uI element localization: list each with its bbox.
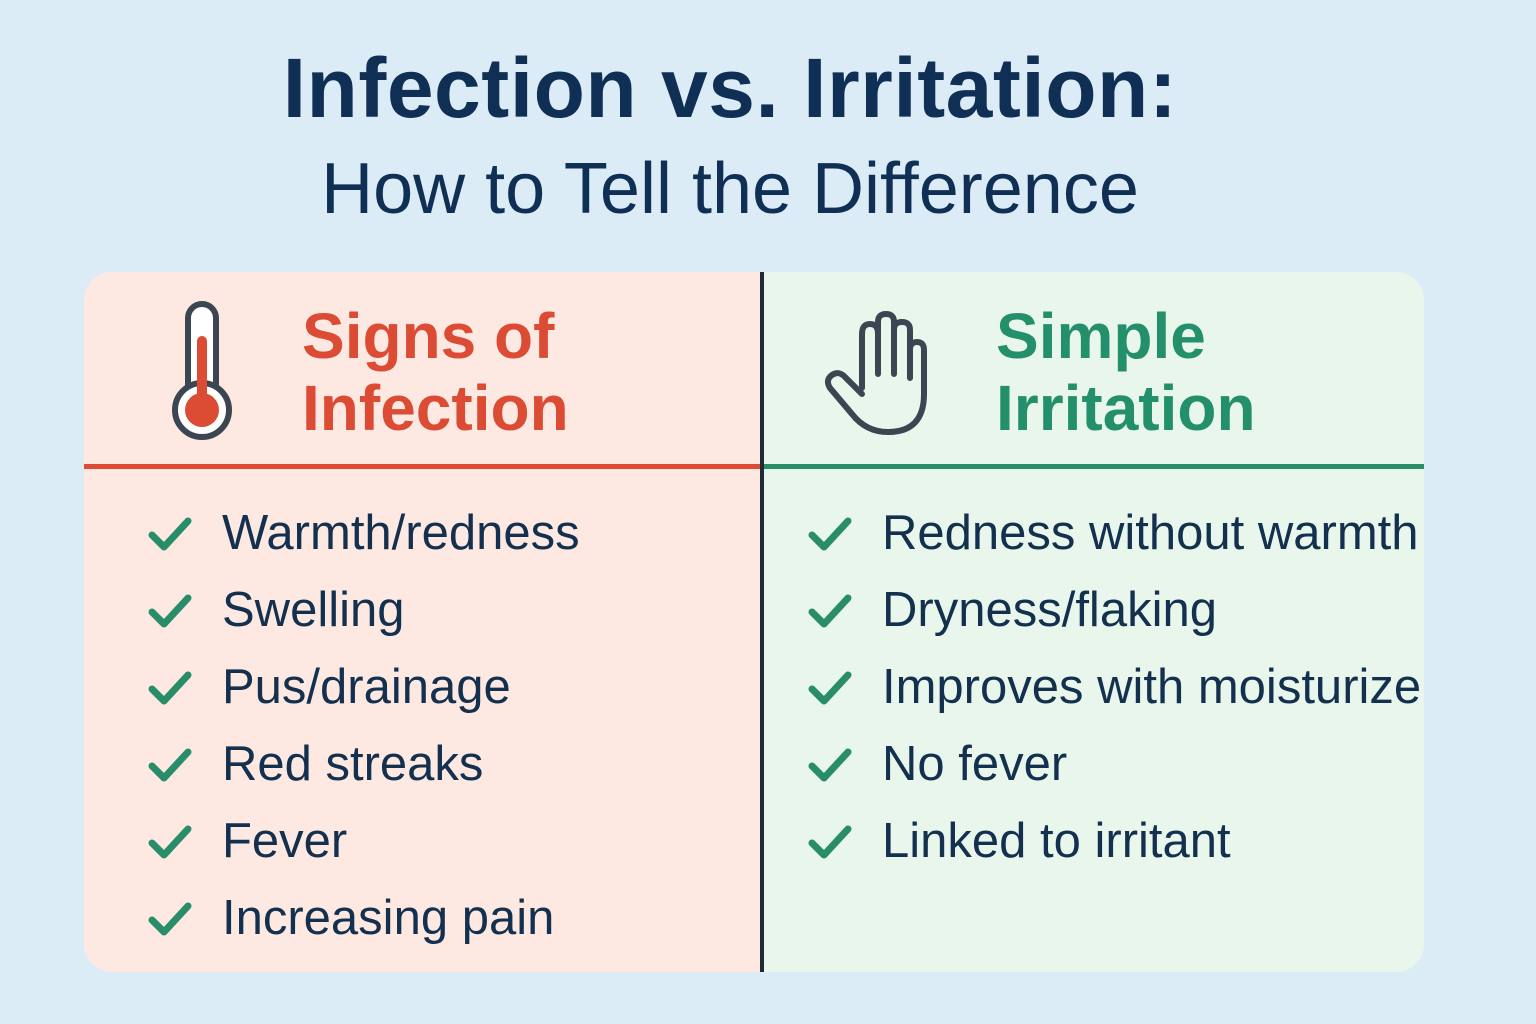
irritation-column [762, 272, 1424, 972]
irritation-heading-line1: Simple [996, 300, 1206, 372]
list-item-label: Linked to irritant [882, 813, 1231, 868]
irritation-divider-line [764, 464, 1424, 469]
check-icon [148, 671, 192, 704]
check-icon [148, 517, 192, 550]
infection-list: Warmth/redness Swelling Pus/drainage Red… [146, 494, 580, 956]
infection-heading-line1: Signs of [302, 300, 555, 372]
irritation-heading: Simple Irritation [996, 300, 1256, 444]
hand-icon [824, 311, 927, 435]
list-item-label: Dryness/flaking [882, 582, 1217, 637]
irritation-list: Redness without warmth Dryness/flaking I… [806, 494, 1424, 879]
page-title: Infection vs. Irritation: [282, 41, 1178, 135]
column-divider [760, 272, 764, 972]
list-item-label: Swelling [222, 582, 405, 637]
list-item: Redness without warmth [806, 494, 1424, 571]
comparison-panel: Signs of Infection Warmth/redness Swelli… [84, 272, 1424, 972]
list-item: Fever [146, 802, 580, 879]
irritation-heading-line2: Irritation [996, 372, 1256, 444]
list-item: Linked to irritant [806, 802, 1424, 879]
list-item-label: Fever [222, 813, 348, 868]
thermometer-icon [172, 301, 232, 440]
check-icon [148, 594, 192, 627]
check-icon [808, 594, 852, 627]
list-item: Dryness/flaking [806, 571, 1424, 648]
list-item: Red streaks [146, 725, 580, 802]
check-icon [148, 902, 192, 935]
list-item-label: Improves with moisturizer [882, 659, 1424, 714]
infection-heading: Signs of Infection [302, 300, 569, 444]
list-item-label: Pus/drainage [222, 659, 511, 714]
list-item-label: Warmth/redness [222, 505, 580, 560]
list-item-label: Redness without warmth [882, 505, 1419, 560]
check-icon [808, 671, 852, 704]
list-item-label: No fever [882, 736, 1068, 791]
page-subtitle: How to Tell the Difference [321, 149, 1139, 229]
check-icon [148, 825, 192, 858]
list-item: Increasing pain [146, 879, 580, 956]
list-item: Improves with moisturizer [806, 648, 1424, 725]
list-item: Pus/drainage [146, 648, 580, 725]
check-icon [808, 748, 852, 781]
list-item: Warmth/redness [146, 494, 580, 571]
list-item: Swelling [146, 571, 580, 648]
infection-heading-line2: Infection [302, 372, 569, 444]
infection-column: Signs of Infection Warmth/redness Swelli… [84, 272, 762, 972]
infection-divider-line [84, 464, 760, 469]
list-item: No fever [806, 725, 1424, 802]
check-icon [808, 825, 852, 858]
list-item-label: Red streaks [222, 736, 484, 791]
check-icon [148, 748, 192, 781]
list-item-label: Increasing pain [222, 890, 555, 945]
check-icon [808, 517, 852, 550]
